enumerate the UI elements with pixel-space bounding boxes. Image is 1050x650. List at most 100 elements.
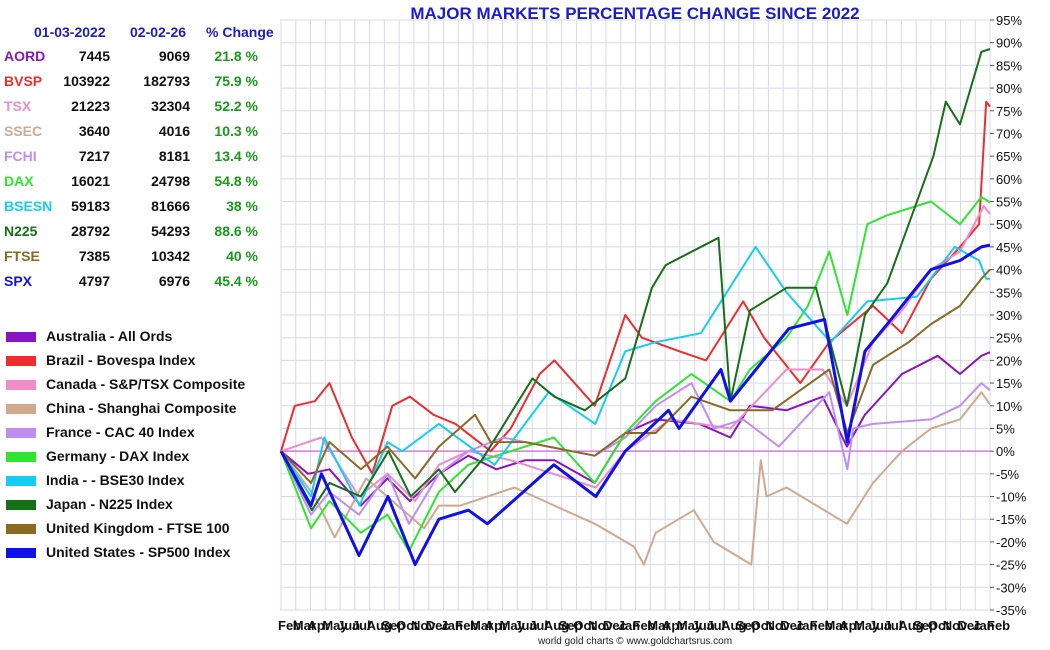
legend-label: France - CAC 40 Index bbox=[46, 424, 195, 440]
legend-swatch bbox=[6, 524, 36, 534]
y-tick-label: 65% bbox=[996, 149, 1022, 164]
x-tick-label: Aug bbox=[721, 618, 746, 633]
percent-change: 13.4 % bbox=[214, 148, 258, 164]
legend-label: Australia - All Ords bbox=[46, 328, 173, 344]
percent-change: 52.2 % bbox=[214, 98, 258, 114]
y-tick-label: -25% bbox=[996, 558, 1027, 573]
y-axis: 95% 90% 85% 80% 75% 70% 65% 60% 55% 50% 45% 40% 35% 3… bbox=[990, 13, 1027, 618]
y-tick-label: 80% bbox=[996, 81, 1022, 96]
legend-label: Japan - N225 Index bbox=[46, 496, 173, 512]
start-value: 4797 bbox=[78, 273, 110, 289]
x-tick-label: Apr bbox=[485, 618, 507, 633]
y-tick-label: -35% bbox=[996, 603, 1027, 618]
percent-change: 10.3 % bbox=[214, 123, 258, 139]
x-tick-label: Feb bbox=[278, 618, 301, 633]
series-line-6 bbox=[280, 245, 990, 507]
x-tick-label: Sep bbox=[736, 618, 760, 633]
x-tick-label: May bbox=[500, 618, 526, 633]
index-symbol: BVSP bbox=[4, 73, 43, 89]
x-tick-label: Oct bbox=[396, 618, 418, 633]
index-symbol: TSX bbox=[4, 98, 32, 114]
index-symbol: FTSE bbox=[4, 248, 40, 264]
x-tick-label: Dec bbox=[603, 618, 627, 633]
start-value: 7217 bbox=[78, 148, 110, 164]
series-line-1 bbox=[280, 100, 991, 475]
index-symbol: BSESN bbox=[4, 198, 53, 214]
x-tick-label: Apr bbox=[308, 618, 330, 633]
legend-label: Germany - DAX Index bbox=[46, 448, 190, 464]
percent-change: 45.4 % bbox=[214, 273, 258, 289]
x-tick-label: Oct bbox=[928, 618, 950, 633]
percent-change: 54.8 % bbox=[214, 173, 258, 189]
percent-change: 38 % bbox=[226, 198, 258, 214]
index-symbol: N225 bbox=[4, 223, 38, 239]
index-symbol: AORD bbox=[4, 48, 46, 64]
y-tick-label: 5% bbox=[996, 421, 1015, 436]
x-tick-label: Dec bbox=[957, 618, 981, 633]
x-axis: FebMarAprMayJunJulAugSepOctNovDecJanFebM… bbox=[278, 618, 1010, 633]
index-symbol: FCHI bbox=[4, 148, 37, 164]
end-value: 10342 bbox=[151, 248, 190, 264]
x-tick-label: Jan bbox=[795, 618, 817, 633]
x-tick-label: May bbox=[677, 618, 703, 633]
percent-change: 75.9 % bbox=[214, 73, 258, 89]
legend-swatch bbox=[6, 452, 36, 462]
legend-swatch bbox=[6, 500, 36, 510]
end-value: 4016 bbox=[158, 123, 190, 139]
x-tick-label: Aug bbox=[898, 618, 923, 633]
y-tick-label: 45% bbox=[996, 240, 1022, 255]
x-tick-label: Jun bbox=[869, 618, 892, 633]
y-tick-label: 75% bbox=[996, 104, 1022, 119]
legend-label: India - - BSE30 Index bbox=[46, 472, 185, 488]
end-value: 54293 bbox=[151, 223, 190, 239]
start-value: 28792 bbox=[71, 223, 110, 239]
legend-swatch bbox=[6, 332, 36, 342]
end-value: 24798 bbox=[151, 173, 190, 189]
y-tick-label: -30% bbox=[996, 580, 1027, 595]
legend-swatch bbox=[6, 548, 36, 558]
x-tick-label: Nov bbox=[765, 618, 790, 633]
legend-swatch bbox=[6, 428, 36, 438]
legend-swatch bbox=[6, 404, 36, 414]
index-symbol: SSEC bbox=[4, 123, 43, 139]
x-tick-label: Feb bbox=[633, 618, 656, 633]
y-tick-label: -15% bbox=[996, 512, 1027, 527]
x-tick-label: Jul bbox=[706, 618, 725, 633]
x-tick-label: Sep bbox=[913, 618, 937, 633]
x-tick-label: Apr bbox=[662, 618, 684, 633]
legend-swatch bbox=[6, 476, 36, 486]
y-tick-label: 30% bbox=[996, 308, 1022, 323]
x-tick-label: Nov bbox=[588, 618, 613, 633]
x-tick-label: Feb bbox=[987, 618, 1010, 633]
y-tick-label: 50% bbox=[996, 217, 1022, 232]
x-tick-label: Mar bbox=[647, 618, 670, 633]
x-tick-label: Oct bbox=[751, 618, 773, 633]
start-value: 7385 bbox=[78, 248, 110, 264]
y-tick-label: 95% bbox=[996, 13, 1022, 28]
y-tick-label: -20% bbox=[996, 535, 1027, 550]
x-tick-label: Sep bbox=[559, 618, 583, 633]
x-tick-label: Jul bbox=[529, 618, 548, 633]
x-tick-label: Mar bbox=[293, 618, 316, 633]
start-value: 103922 bbox=[63, 73, 110, 89]
x-tick-label: Jul bbox=[352, 618, 371, 633]
x-tick-label: Jun bbox=[337, 618, 360, 633]
series-line-8 bbox=[280, 268, 991, 484]
header-percent-change: % Change bbox=[206, 24, 274, 40]
legend-label: Brazil - Bovespa Index bbox=[46, 352, 196, 368]
end-value: 81666 bbox=[151, 198, 190, 214]
x-tick-label: Nov bbox=[943, 618, 968, 633]
legend-label: United Kingdom - FTSE 100 bbox=[46, 520, 230, 536]
end-value: 9069 bbox=[158, 48, 190, 64]
start-value: 59183 bbox=[71, 198, 110, 214]
end-value: 6976 bbox=[158, 273, 190, 289]
percent-change: 88.6 % bbox=[214, 223, 258, 239]
index-symbol: DAX bbox=[4, 173, 34, 189]
y-tick-label: 25% bbox=[996, 331, 1022, 346]
series-line-7 bbox=[280, 48, 991, 512]
series-line-3 bbox=[280, 391, 991, 566]
legend-label: Canada - S&P/TSX Composite bbox=[46, 376, 246, 392]
x-tick-label: Dec bbox=[780, 618, 804, 633]
footer-credit: world gold charts © www.goldchartsrus.co… bbox=[537, 636, 733, 647]
